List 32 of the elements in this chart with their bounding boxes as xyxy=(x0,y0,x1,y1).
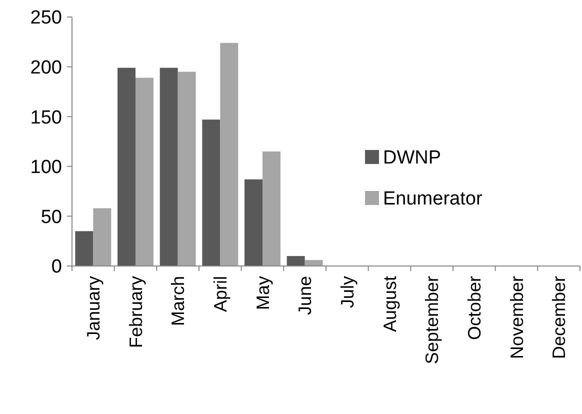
x-tick-label: January xyxy=(83,276,104,340)
y-tick-label: 200 xyxy=(30,57,62,78)
x-tick-label: September xyxy=(422,276,442,364)
bar xyxy=(136,78,154,266)
legend-label: Enumerator xyxy=(383,188,483,210)
x-tick-label: March xyxy=(168,276,188,326)
y-tick-label: 0 xyxy=(51,256,62,278)
bar xyxy=(304,260,323,266)
bar xyxy=(178,72,196,266)
x-tick-label: November xyxy=(506,276,527,360)
y-tick-label: 100 xyxy=(30,157,62,178)
bar xyxy=(118,68,136,266)
y-tick-label: 150 xyxy=(30,107,62,128)
x-tick-label: August xyxy=(380,276,400,332)
bar xyxy=(160,68,178,266)
x-tick-label: February xyxy=(126,276,146,348)
bar xyxy=(244,179,262,266)
y-tick-label: 50 xyxy=(40,206,62,228)
legend-label: DWNP xyxy=(383,148,442,169)
x-tick-label: October xyxy=(464,276,484,340)
x-tick-label: April xyxy=(210,276,230,312)
x-tick-label: June xyxy=(295,276,316,316)
bar xyxy=(286,256,305,266)
bar xyxy=(75,231,94,266)
x-tick-label: December xyxy=(549,276,570,360)
bar xyxy=(262,151,280,266)
bar xyxy=(220,42,238,266)
bar xyxy=(202,120,220,266)
bar xyxy=(93,208,112,266)
x-tick-label: May xyxy=(252,276,273,310)
y-tick-label: 250 xyxy=(30,8,62,29)
x-tick-label: July xyxy=(337,276,358,308)
